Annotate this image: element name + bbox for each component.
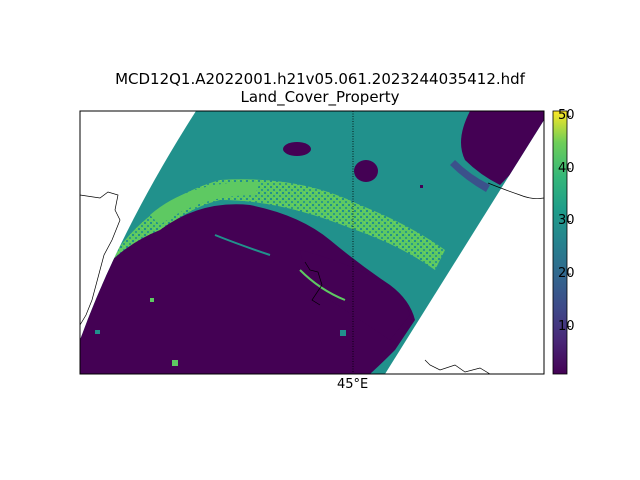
coastlines xyxy=(80,182,544,374)
colorbar-tick-label: 20 xyxy=(558,266,575,282)
land-cover-raster xyxy=(80,111,544,374)
colorbar-ticks xyxy=(567,115,571,328)
colorbar-tick-label: 30 xyxy=(558,213,575,229)
colorbar-tick-label: 50 xyxy=(558,108,575,124)
figure-subtitle: Land_Cover_Property xyxy=(240,88,400,106)
map-frame xyxy=(79,110,545,375)
longitude-tick-label: 45°E xyxy=(337,377,369,392)
colorbar-tick-label: 40 xyxy=(558,160,575,176)
colorbar xyxy=(552,110,568,375)
colorbar-tick-label: 10 xyxy=(558,318,575,334)
figure-title: MCD12Q1.A2022001.h21v05.061.202324403541… xyxy=(115,70,525,88)
